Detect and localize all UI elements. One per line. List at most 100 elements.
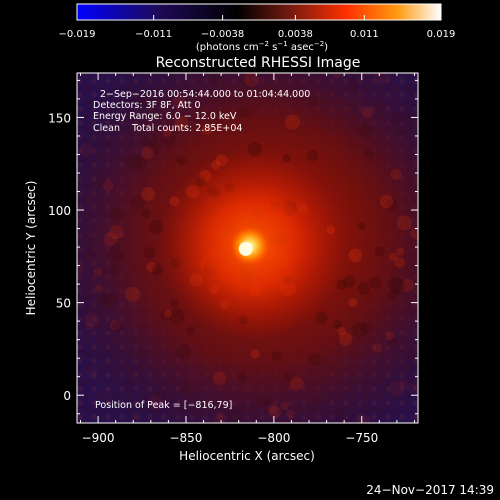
y-tick-label: 50 [56, 297, 71, 311]
source-speckle [286, 409, 296, 419]
source-speckle [77, 240, 79, 249]
source-speckle [459, 292, 468, 301]
source-speckle [308, 352, 322, 366]
colorbar-strip [76, 3, 442, 21]
source-speckle [55, 188, 64, 197]
peak-position-label: Position of Peak = [−816,79] [95, 400, 232, 411]
source-speckle [452, 174, 463, 185]
plot-frame [76, 72, 419, 424]
source-speckle [168, 308, 185, 325]
source-speckle [102, 291, 118, 307]
source-speckle [289, 376, 304, 391]
source-speckle [372, 343, 383, 353]
source-speckle [51, 186, 64, 199]
source-speckle [396, 215, 413, 231]
source-speckle [312, 397, 322, 406]
colorbar-tick-label: 0.019 [427, 29, 456, 40]
source-speckle [364, 148, 375, 159]
source-speckle [475, 193, 484, 202]
x-tick-label: −800 [257, 431, 290, 445]
colorbar: −0.019 −0.011 −0.0038 0.0038 0.011 0.019 (pho… [58, 3, 456, 53]
source-speckle [125, 286, 141, 302]
source-speckle [280, 401, 289, 411]
source-speckle [85, 365, 100, 380]
source-speckle [243, 73, 259, 87]
source-speckle [96, 294, 112, 309]
chart-title: Reconstructed RHESSI Image [156, 55, 361, 71]
source-speckle [435, 241, 448, 254]
source-speckle [41, 219, 49, 227]
source-speckle [399, 379, 408, 388]
source-speckle [175, 344, 191, 360]
source-speckle [390, 168, 402, 181]
source-speckle [373, 73, 390, 86]
source-speckle [79, 142, 93, 157]
source-speckle [93, 267, 103, 277]
source-speckle [160, 130, 177, 147]
x-tick-label: −850 [169, 431, 202, 445]
source-speckle [238, 105, 251, 118]
source-speckle [141, 56, 150, 65]
source-speckle [430, 267, 444, 281]
y-axis-ticks: 0 50 100 150 [48, 79, 418, 415]
source-speckle [385, 331, 394, 341]
source-speckle [56, 228, 70, 242]
y-axis-label: Heliocentric Y (arcsec) [24, 181, 38, 316]
source-speckle [369, 276, 382, 289]
source-speckle [163, 128, 172, 138]
source-speckle [124, 154, 141, 171]
source-speckle [201, 124, 213, 135]
source-speckle [453, 339, 462, 348]
source-speckle [389, 252, 398, 262]
source-speckle [395, 247, 405, 256]
source-speckle [130, 195, 145, 210]
source-speckle [334, 406, 348, 421]
source-peak [238, 241, 253, 256]
source-speckle [337, 326, 347, 336]
colorbar-tick-label: −0.019 [58, 29, 95, 40]
source-speckle [357, 221, 366, 231]
source-speckle [132, 155, 147, 170]
source-speckle [99, 139, 108, 149]
source-speckle [489, 204, 497, 212]
source-speckle [308, 95, 319, 106]
source-speckle [250, 349, 260, 359]
source-speckle [38, 197, 49, 208]
source-speckle [268, 406, 282, 419]
source-speckle [405, 113, 418, 128]
source-speckle [332, 319, 342, 329]
source-speckle [132, 412, 143, 423]
source-speckle [423, 238, 431, 246]
source-speckle [388, 380, 405, 397]
footer-timestamp: 24−Nov−2017 14:39 [366, 483, 494, 497]
source-speckle [119, 59, 132, 72]
source-speckle [436, 193, 447, 204]
source-speckle [398, 128, 408, 139]
source-speckle [141, 146, 155, 160]
source-speckle [176, 155, 186, 165]
source-speckle [36, 170, 51, 185]
source-speckle [390, 111, 405, 126]
source-speckle [44, 293, 53, 302]
annotation-clean-counts: Clean Total counts: 2.85E+04 [93, 123, 242, 134]
source-speckle [428, 86, 444, 102]
annotation-energy-range: Energy Range: 6.0 − 12.0 keV [93, 111, 237, 122]
source-speckle [236, 462, 247, 473]
emission-source [36, 44, 497, 473]
source-speckle [360, 322, 372, 334]
source-speckle [212, 371, 226, 386]
annotations: 2−Sep−2016 00:54:44.000 to 01:04:44.000 … [93, 89, 310, 411]
source-speckle [160, 309, 172, 322]
source-speckle [387, 58, 401, 72]
source-speckle [85, 321, 95, 330]
source-speckle [381, 44, 393, 56]
source-speckle [284, 114, 301, 130]
source-speckle [228, 409, 243, 423]
source-speckle [59, 332, 68, 341]
colorbar-unit-label: (photons cm−2 s−1 asec−2) [196, 40, 328, 53]
source-speckle [463, 193, 473, 203]
source-speckle [388, 338, 398, 349]
source-speckle [240, 73, 254, 87]
source-speckle [315, 311, 328, 324]
